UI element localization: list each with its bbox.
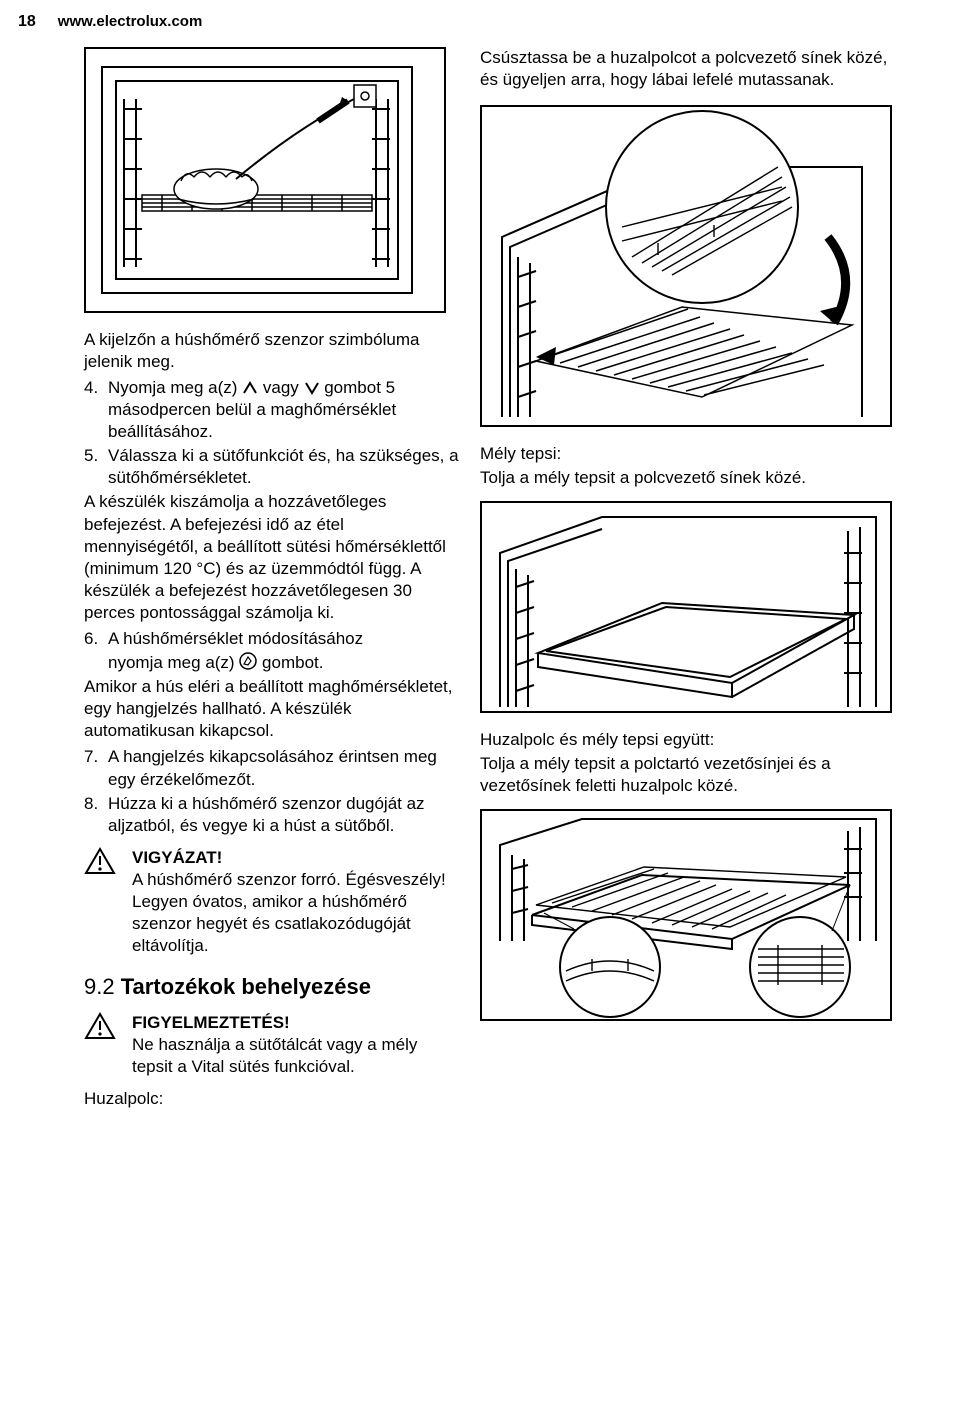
- step-4: 4. Nyomja meg a(z) vagy gombot 5 másodpe…: [84, 377, 460, 443]
- warning-title: FIGYELMEZTETÉS!: [132, 1012, 460, 1034]
- caution-icon: [84, 847, 118, 957]
- up-arrow-icon: [242, 381, 258, 395]
- caution-block: VIGYÁZAT! A húshőmérő szenzor forró. Égé…: [84, 847, 460, 957]
- section-heading: 9.2 Tartozékok behelyezése: [84, 973, 460, 1002]
- step-number: 8.: [84, 793, 108, 837]
- step-6: 6. A húshőmérséklet módosításához: [84, 628, 460, 650]
- down-arrow-icon: [304, 381, 320, 395]
- step-number: 7.: [84, 746, 108, 790]
- step-text: A húshőmérséklet módosításához: [108, 628, 460, 650]
- figure-oven-meat-probe: [84, 47, 446, 313]
- figure-wire-shelf-insert: [480, 105, 892, 427]
- step-number: 4.: [84, 377, 108, 443]
- page-number: 18: [18, 12, 36, 33]
- deep-pan-text: Tolja a mély tepsit a polcvezető sínek k…: [480, 467, 900, 489]
- probe-button-icon: [239, 652, 257, 670]
- step-8: 8. Húzza ki a húshőmérő szenzor dugóját …: [84, 793, 460, 837]
- after-step-6-text: Amikor a hús eléri a beállított maghőmér…: [84, 676, 460, 742]
- after-step-5-text: A készülék kiszámolja a hozzávetőleges b…: [84, 491, 460, 624]
- figure-deep-pan-insert: [480, 501, 892, 713]
- two-column-layout: A kijelzőn a húshőmérő szenzor szimbólum…: [18, 47, 942, 1113]
- site-url: www.electrolux.com: [58, 12, 203, 32]
- left-column: A kijelzőn a húshőmérő szenzor szimbólum…: [18, 47, 460, 1113]
- slide-shelf-text: Csúsztassa be a huzalpolcot a polcvezető…: [480, 47, 900, 91]
- step-6-cont: nyomja meg a(z) gombot.: [108, 652, 460, 674]
- warning-icon: [84, 1012, 118, 1078]
- both-label: Huzalpolc és mély tepsi együtt:: [480, 729, 900, 751]
- caution-body: A húshőmérő szenzor forró. Égésveszély! …: [132, 869, 460, 957]
- caution-title: VIGYÁZAT!: [132, 847, 460, 869]
- warning-block: FIGYELMEZTETÉS! Ne használja a sütőtálcá…: [84, 1012, 460, 1078]
- step-text: Húzza ki a húshőmérő szenzor dugóját az …: [108, 793, 460, 837]
- wire-shelf-label: Huzalpolc:: [84, 1088, 460, 1110]
- both-text: Tolja a mély tepsit a polctartó vezetősí…: [480, 753, 900, 797]
- step-5: 5. Válassza ki a sütőfunkciót és, ha szü…: [84, 445, 460, 489]
- warning-body: Ne használja a sütőtálcát vagy a mély te…: [132, 1034, 460, 1078]
- section-title: Tartozékok behelyezése: [115, 974, 371, 999]
- figure-shelf-and-pan: [480, 809, 892, 1021]
- step-text: A hangjelzés kikapcsolásához érintsen me…: [108, 746, 460, 790]
- step-number: 5.: [84, 445, 108, 489]
- step-7: 7. A hangjelzés kikapcsolásához érintsen…: [84, 746, 460, 790]
- page-header: 18 www.electrolux.com: [18, 12, 942, 33]
- deep-pan-label: Mély tepsi:: [480, 443, 900, 465]
- sensor-symbol-text: A kijelzőn a húshőmérő szenzor szimbólum…: [84, 329, 460, 373]
- step-number: 6.: [84, 628, 108, 650]
- step-text: Válassza ki a sütőfunkciót és, ha szüksé…: [108, 445, 460, 489]
- section-number: 9.2: [84, 974, 115, 999]
- caution-text: VIGYÁZAT! A húshőmérő szenzor forró. Égé…: [132, 847, 460, 957]
- right-column: Csúsztassa be a huzalpolcot a polcvezető…: [480, 47, 900, 1113]
- warning-text: FIGYELMEZTETÉS! Ne használja a sütőtálcá…: [132, 1012, 460, 1078]
- step-text: Nyomja meg a(z) vagy gombot 5 másodperce…: [108, 377, 460, 443]
